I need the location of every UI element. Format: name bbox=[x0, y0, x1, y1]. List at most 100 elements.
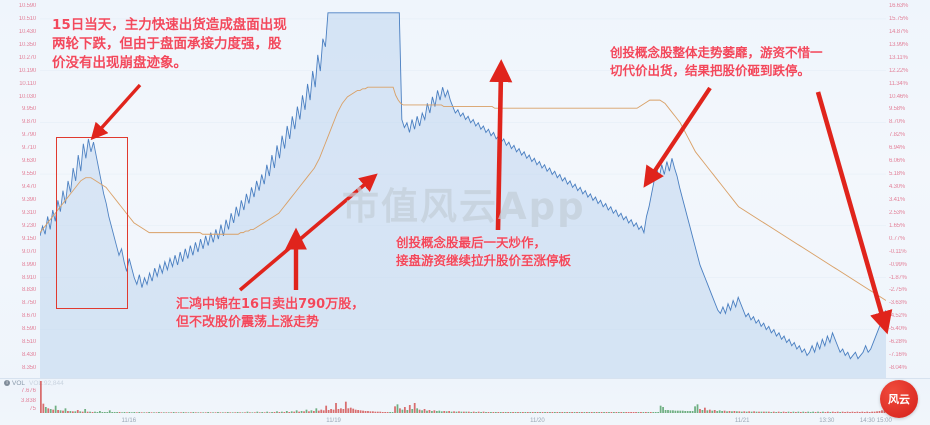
volume-bar bbox=[573, 412, 576, 413]
volume-bar bbox=[224, 412, 227, 413]
volume-bar bbox=[507, 412, 510, 413]
x-tick-6: 15:00 bbox=[876, 418, 892, 424]
volume-bar bbox=[394, 406, 396, 413]
volume-bar bbox=[175, 412, 178, 413]
x-tick-1: 11/19 bbox=[326, 418, 341, 424]
volume-bar bbox=[738, 411, 741, 413]
volume-bar bbox=[290, 411, 293, 413]
percent-tick-25: -5.40% bbox=[889, 326, 907, 333]
volume-indicator-value: VOL:92,844 bbox=[29, 380, 64, 387]
volume-bar bbox=[367, 411, 369, 413]
volume-bar bbox=[236, 412, 239, 413]
volume-bar bbox=[664, 410, 667, 413]
volume-bar bbox=[526, 412, 529, 413]
volume-bar bbox=[686, 411, 689, 413]
volume-bar bbox=[608, 412, 610, 413]
volume-bar bbox=[726, 411, 728, 413]
volume-bar bbox=[170, 412, 173, 413]
volume-bar bbox=[672, 410, 674, 413]
price-tick-15: 9.390 bbox=[21, 196, 36, 203]
volume-bar bbox=[266, 411, 269, 413]
volume-bar bbox=[133, 412, 136, 413]
volume-settings-icon[interactable]: i bbox=[4, 380, 10, 387]
volume-bar bbox=[799, 412, 802, 413]
volume-bar bbox=[590, 412, 593, 413]
volume-bar bbox=[482, 411, 485, 413]
volume-bar bbox=[214, 412, 217, 413]
volume-bar bbox=[504, 412, 507, 413]
volume-bar bbox=[541, 412, 544, 413]
volume-bar bbox=[662, 407, 664, 413]
annotation-limit-down: 创投概念股整体走势萎靡，游资不惜一 切代价出货，结果把股价砸到跌停。 bbox=[610, 45, 823, 78]
volume-bar bbox=[418, 409, 421, 413]
volume-svg bbox=[40, 381, 886, 413]
volume-bar bbox=[627, 412, 630, 413]
volume-bar bbox=[679, 410, 682, 413]
volume-bar bbox=[57, 410, 59, 413]
volume-bar bbox=[536, 412, 539, 413]
volume-bar bbox=[143, 412, 146, 413]
volume-bar bbox=[217, 412, 219, 413]
volume-bar bbox=[657, 412, 660, 413]
volume-bar bbox=[708, 409, 711, 413]
volume-bar bbox=[529, 412, 532, 413]
volume-bar bbox=[667, 410, 669, 413]
volume-bar bbox=[866, 411, 869, 413]
x-tick-5: 14:30 bbox=[859, 418, 875, 424]
volume-bar bbox=[194, 412, 197, 413]
volume-bars-plot[interactable] bbox=[40, 379, 886, 413]
volume-bar bbox=[258, 412, 261, 413]
volume-bar bbox=[772, 411, 775, 413]
volume-bar bbox=[374, 411, 377, 413]
volume-bar bbox=[448, 411, 451, 413]
volume-bar bbox=[839, 412, 842, 413]
volume-bar bbox=[337, 409, 340, 413]
percent-tick-11: 6.94% bbox=[889, 145, 906, 152]
volume-bar bbox=[622, 412, 625, 413]
volume-bar bbox=[809, 412, 812, 413]
volume-bar bbox=[509, 412, 512, 413]
volume-bar bbox=[723, 410, 726, 413]
volume-indicator-header: i VOL VOL:92,844 bbox=[4, 380, 64, 387]
percent-tick-0: 16.63% bbox=[889, 3, 909, 9]
volume-bar bbox=[401, 409, 404, 413]
volume-bar bbox=[465, 411, 468, 413]
volume-bar bbox=[59, 410, 62, 413]
percent-axis-right: 16.63% 15.75% 14.87% 13.99% 13.11% 12.22% 11.3… bbox=[886, 0, 930, 378]
volume-bar bbox=[81, 411, 84, 413]
volume-bar bbox=[696, 404, 699, 413]
volume-bar bbox=[359, 410, 362, 413]
price-tick-1: 10.510 bbox=[18, 15, 36, 22]
volume-bar bbox=[74, 411, 77, 413]
volume-bar bbox=[613, 412, 615, 413]
volume-bar bbox=[868, 412, 871, 413]
volume-bar bbox=[630, 412, 632, 413]
volume-bar bbox=[268, 412, 271, 413]
volume-bar bbox=[485, 412, 487, 413]
volume-bar bbox=[566, 412, 569, 413]
volume-bar bbox=[787, 411, 790, 413]
volume-bar bbox=[229, 412, 232, 413]
volume-bar bbox=[588, 412, 591, 413]
volume-bar bbox=[745, 411, 748, 413]
volume-bar bbox=[40, 381, 42, 413]
volume-bar bbox=[389, 412, 391, 413]
volume-bar bbox=[207, 412, 209, 413]
volume-indicator-label: VOL bbox=[12, 380, 26, 387]
volume-bar bbox=[578, 412, 581, 413]
volume-bar bbox=[352, 408, 355, 413]
volume-bar bbox=[458, 411, 460, 413]
volume-bar bbox=[300, 411, 303, 413]
volume-bar bbox=[428, 410, 431, 413]
volume-bar bbox=[64, 408, 67, 413]
volume-bar bbox=[718, 410, 721, 413]
volume-bar bbox=[42, 403, 45, 413]
volume-bar bbox=[101, 412, 104, 413]
volume-bar bbox=[499, 412, 502, 413]
x-tick-2: 11/20 bbox=[530, 418, 545, 424]
volume-bar bbox=[871, 411, 874, 413]
volume-bar bbox=[571, 412, 573, 413]
percent-tick-22: -2.75% bbox=[889, 287, 907, 294]
volume-bar bbox=[814, 412, 817, 413]
volume-bar bbox=[652, 412, 655, 413]
